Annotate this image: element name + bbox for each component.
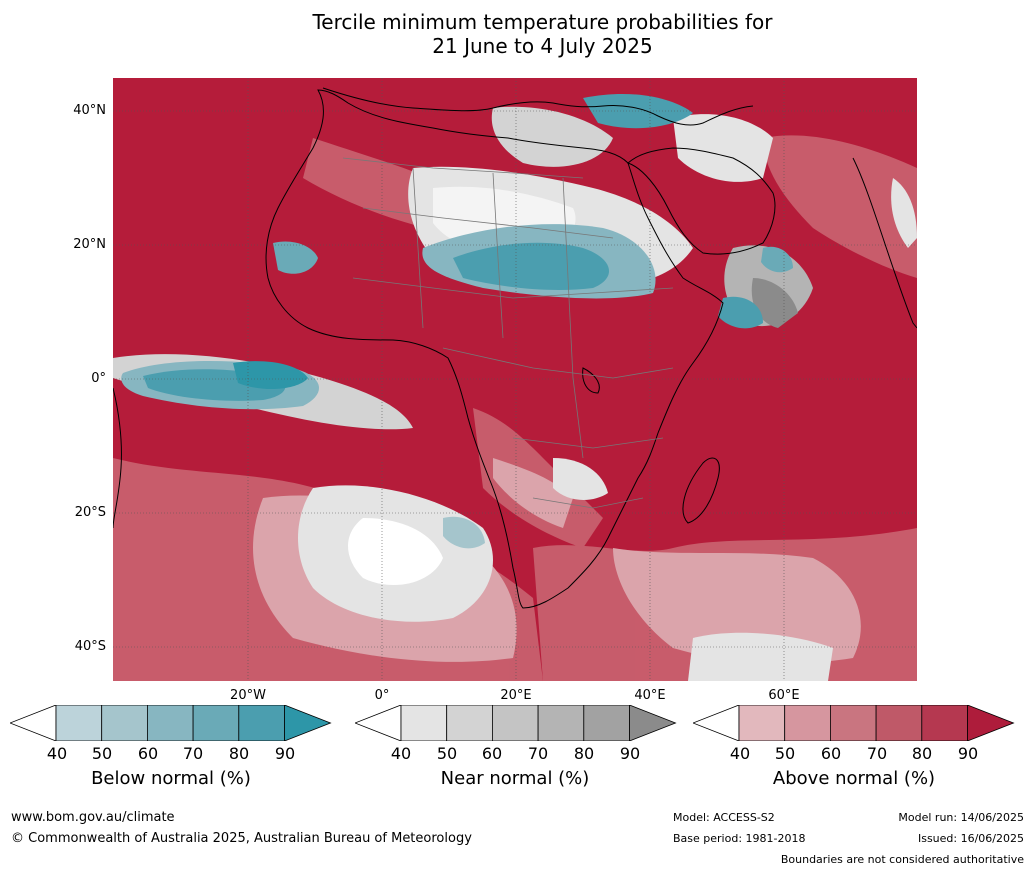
above-colorbar-max-arrow [967,705,1015,741]
near-colorbar-segment [400,705,448,741]
above-tick: 50 [774,744,796,763]
near-tick: 50 [436,744,458,763]
above-tick: 40 [729,744,751,763]
below-normal-label: Below normal (%) [91,768,251,789]
below-colorbar-min-arrow [10,705,57,741]
probability-map [113,78,917,681]
near-tick: 70 [527,744,549,763]
above-tick: 90 [957,744,979,763]
map-svg [113,78,917,681]
base-period-text: Base period: 1981-2018 [673,832,806,845]
above-colorbar-segment [784,705,831,741]
above-colorbar-segment [829,705,877,741]
lat-label-40n: 40°N [73,103,106,118]
below-tick: 40 [46,744,68,763]
above-tick: 70 [866,744,888,763]
near-tick: 40 [390,744,412,763]
below-tick: 80 [228,744,250,763]
near-colorbar-segment [537,705,585,741]
below-normal-areas [121,93,793,549]
map-title-line2: 21 June to 4 July 2025 [432,34,653,58]
above-tick: 60 [820,744,842,763]
below-colorbar-segment [238,705,285,741]
near-colorbar-segment [491,705,539,741]
near-colorbar-segment [446,705,493,741]
lon-label-60e: 60°E [768,688,800,703]
below-tick: 70 [182,744,204,763]
issued-text: Issued: 16/06/2025 [917,832,1024,845]
above-normal-label: Above normal (%) [772,768,936,789]
lon-label-20e: 20°E [500,688,532,703]
below-normal-colorbar [10,705,332,741]
below-colorbar-segment [146,705,194,741]
above-colorbar-segment [875,705,923,741]
lat-label-40s: 40°S [74,639,106,654]
near-normal-label: Near normal (%) [440,768,590,789]
above-tick: 80 [911,744,933,763]
disclaimer-text: Boundaries are not considered authoritat… [780,853,1024,866]
model-run-text: Model run: 14/06/2025 [898,811,1024,824]
near-colorbar-max-arrow [629,705,677,741]
near-colorbar-segment [583,705,630,741]
model-text: Model: ACCESS-S2 [673,811,775,824]
lon-label-0: 0° [374,688,390,703]
lon-label-20w: 20°W [230,688,266,703]
below-tick: 60 [137,744,159,763]
near-normal-colorbar [355,705,677,741]
near-tick: 90 [619,744,641,763]
below-tick: 90 [274,744,296,763]
near-tick: 60 [481,744,503,763]
near-tick: 80 [573,744,595,763]
near-colorbar-min-arrow [355,705,402,741]
coastlines [113,87,917,609]
website-link[interactable]: www.bom.gov.au/climate [11,810,175,825]
above-colorbar-min-arrow [693,705,740,741]
lat-lon-grid [113,78,917,681]
copyright-text: © Commonwealth of Australia 2025, Austra… [11,831,472,846]
below-colorbar-segment [192,705,240,741]
map-title-line1: Tercile minimum temperature probabilitie… [312,10,773,34]
below-tick: 50 [91,744,113,763]
lon-label-40e: 40°E [634,688,666,703]
above-normal-colorbar [693,705,1015,741]
above-colorbar-segment [738,705,786,741]
lat-label-20n: 20°N [73,237,106,252]
lat-label-20s: 20°S [74,505,106,520]
below-colorbar-max-arrow [284,705,332,741]
above-colorbar-segment [921,705,968,741]
below-colorbar-segment [55,705,103,741]
below-colorbar-segment [101,705,148,741]
country-borders [342,157,674,509]
lat-label-0: 0° [91,371,106,386]
